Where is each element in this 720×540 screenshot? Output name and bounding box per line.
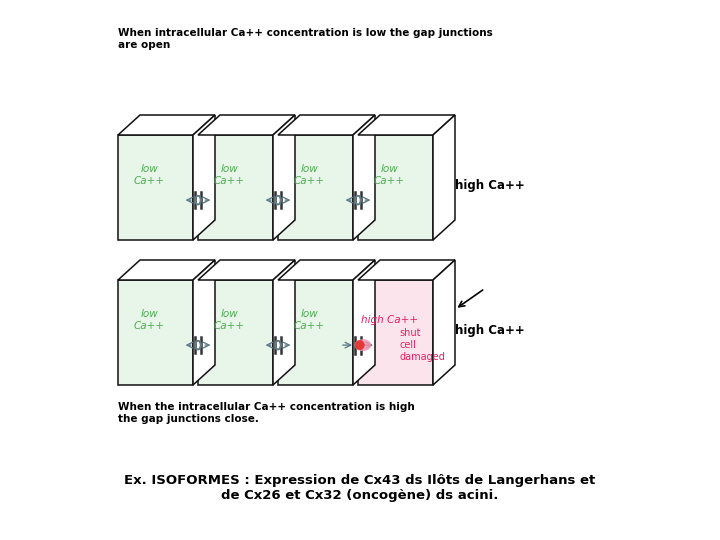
Text: shut
cell
damaged: shut cell damaged [400, 328, 445, 362]
Polygon shape [353, 115, 375, 240]
Text: low
Ca++: low Ca++ [214, 164, 245, 186]
Text: low
Ca++: low Ca++ [134, 164, 165, 186]
Polygon shape [193, 115, 215, 240]
Polygon shape [118, 260, 215, 280]
Polygon shape [273, 115, 295, 240]
Polygon shape [353, 260, 375, 385]
Ellipse shape [354, 339, 372, 351]
Polygon shape [118, 280, 193, 385]
Polygon shape [358, 135, 433, 240]
Polygon shape [273, 260, 295, 385]
Text: low
Ca++: low Ca++ [214, 309, 245, 330]
Text: low
Ca++: low Ca++ [374, 164, 405, 186]
Ellipse shape [355, 341, 364, 349]
Polygon shape [198, 260, 295, 280]
Polygon shape [278, 260, 375, 280]
Polygon shape [198, 280, 273, 385]
Polygon shape [278, 135, 353, 240]
Polygon shape [198, 115, 295, 135]
Text: high Ca++: high Ca++ [455, 324, 525, 337]
Polygon shape [433, 260, 455, 385]
Text: When intracellular Ca++ concentration is low the gap junctions
are open: When intracellular Ca++ concentration is… [118, 28, 492, 50]
Polygon shape [278, 115, 375, 135]
Text: low
Ca++: low Ca++ [294, 309, 325, 330]
Text: low
Ca++: low Ca++ [134, 309, 165, 330]
Text: low
Ca++: low Ca++ [294, 164, 325, 186]
Polygon shape [358, 115, 455, 135]
Polygon shape [193, 260, 215, 385]
Polygon shape [358, 260, 455, 280]
Polygon shape [358, 280, 433, 385]
Polygon shape [433, 115, 455, 240]
Text: high Ca++: high Ca++ [455, 179, 525, 192]
Polygon shape [198, 135, 273, 240]
Polygon shape [118, 135, 193, 240]
Polygon shape [278, 280, 353, 385]
Text: Ex. ISOFORMES : Expression de Cx43 ds Ilôts de Langerhans et
de Cx26 et Cx32 (on: Ex. ISOFORMES : Expression de Cx43 ds Il… [125, 474, 595, 502]
Polygon shape [118, 115, 215, 135]
Text: high Ca++: high Ca++ [361, 315, 418, 325]
Text: When the intracellular Ca++ concentration is high
the gap junctions close.: When the intracellular Ca++ concentratio… [118, 402, 415, 423]
